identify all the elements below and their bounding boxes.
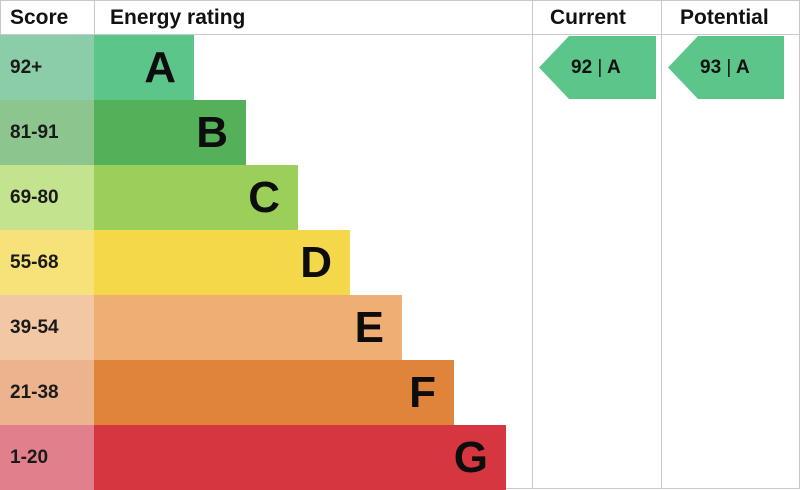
current-rating-label: 92 | A xyxy=(571,36,621,99)
rating-letter-a: A xyxy=(144,43,176,92)
rating-letter-d: D xyxy=(300,238,332,287)
rating-bar-g: G xyxy=(94,425,506,490)
score-range-c: 69-80 xyxy=(0,165,94,230)
score-range-e: 39-54 xyxy=(0,295,94,360)
rating-bar-e: E xyxy=(94,295,402,360)
rating-bar-c: C xyxy=(94,165,298,230)
header-divider xyxy=(94,0,95,36)
rating-letter-g: G xyxy=(453,433,488,482)
energy-rating-column-header: Energy rating xyxy=(110,6,246,29)
potential-separator: | xyxy=(726,57,732,78)
score-range-f: 21-38 xyxy=(0,360,94,425)
current-column-header: Current xyxy=(550,6,626,29)
potential-rating-label: 93 | A xyxy=(700,36,750,99)
score-range-g: 1-20 xyxy=(0,425,94,490)
score-range-b: 81-91 xyxy=(0,100,94,165)
score-column-header: Score xyxy=(10,6,69,29)
rating-bar-b: B xyxy=(94,100,246,165)
current-separator: | xyxy=(597,57,603,78)
potential-arrow-shape xyxy=(668,36,784,99)
rating-letter-c: C xyxy=(248,173,280,222)
potential-rating-arrow: 93 | A xyxy=(668,36,784,99)
potential-column-divider xyxy=(661,0,662,489)
current-rating-arrow: 92 | A xyxy=(539,36,656,99)
potential-column-header: Potential xyxy=(680,6,769,29)
current-column-divider xyxy=(532,0,533,489)
rating-bar-d: D xyxy=(94,230,350,295)
rating-bar-f: F xyxy=(94,360,454,425)
score-range-d: 55-68 xyxy=(0,230,94,295)
rating-letter-f: F xyxy=(409,368,436,417)
current-band-value: A xyxy=(606,57,621,78)
potential-score-value: 93 xyxy=(700,57,722,78)
potential-band-value: A xyxy=(735,57,750,78)
rating-letter-b: B xyxy=(196,108,228,157)
score-range-a: 92+ xyxy=(0,35,94,100)
current-score-value: 92 xyxy=(571,57,593,78)
rating-bar-a: A xyxy=(94,35,194,100)
header-bottom-line xyxy=(0,34,800,35)
rating-letter-e: E xyxy=(354,303,384,352)
current-arrow-shape xyxy=(539,36,656,99)
